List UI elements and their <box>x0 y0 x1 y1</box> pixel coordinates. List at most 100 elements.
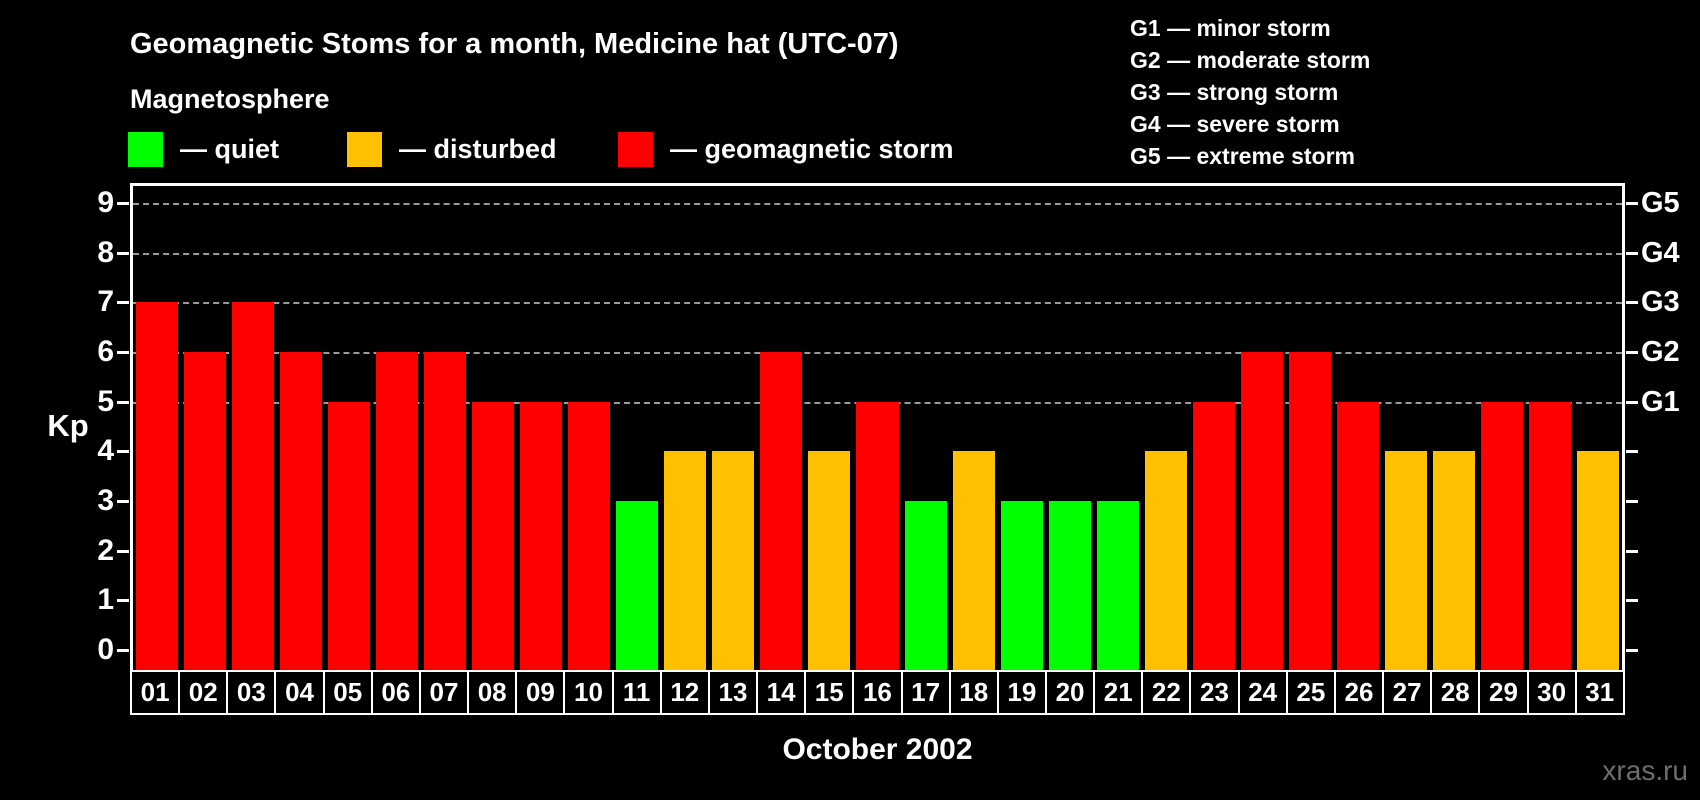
legend-item-storm: — geomagnetic storm <box>618 131 954 167</box>
bar-day-29 <box>1480 401 1523 670</box>
left-tick-kp-6 <box>117 350 129 354</box>
bar-day-07 <box>424 351 467 670</box>
bar-day-02 <box>184 351 227 670</box>
x-tick-cell-01: 01 <box>130 670 181 715</box>
bar-day-31 <box>1576 451 1619 670</box>
right-tick-kp-7 <box>1626 301 1638 305</box>
bar-day-15 <box>808 451 851 670</box>
x-tick-cell-20: 20 <box>1044 670 1096 715</box>
x-tick-cell-10: 10 <box>563 670 614 715</box>
bar-day-09 <box>520 401 563 670</box>
bar-day-21 <box>1096 501 1139 670</box>
left-tick-kp-0 <box>117 649 129 652</box>
bar-day-25 <box>1288 351 1331 670</box>
quiet-swatch-icon <box>128 131 163 167</box>
disturbed-swatch-icon <box>347 131 382 167</box>
gridline-kp-7 <box>133 302 1622 305</box>
bar-day-06 <box>376 351 419 670</box>
bar-day-14 <box>760 351 803 670</box>
left-tick-kp-4 <box>117 450 129 454</box>
x-tick-cell-12: 12 <box>659 670 710 715</box>
x-axis-day-cells: 01 02 03 04 05 06 07 08 09 10 11 12 13 14 15 16 17 18 19 20… <box>130 670 1625 715</box>
gridline-kp-9 <box>133 202 1622 205</box>
g-scale-legend-line: G5 — extreme storm <box>1130 143 1355 169</box>
x-tick-cell-27: 27 <box>1382 670 1433 715</box>
legend-item-label: — geomagnetic storm <box>670 133 954 164</box>
right-axis-label-g5: G5 <box>1641 186 1680 219</box>
left-tick-kp-3 <box>117 499 129 503</box>
right-tick-kp-0 <box>1626 649 1638 652</box>
x-tick-cell-21: 21 <box>1093 670 1144 715</box>
x-tick-cell-11: 11 <box>611 670 662 715</box>
right-tick-kp-3 <box>1626 499 1638 503</box>
y-tick-label-3: 3 <box>97 483 114 517</box>
left-tick-kp-2 <box>117 549 129 553</box>
x-tick-cell-05: 05 <box>322 670 373 715</box>
bar-day-08 <box>472 401 515 670</box>
right-axis-label-g1: G1 <box>1641 385 1680 418</box>
x-tick-cell-03: 03 <box>226 670 277 715</box>
left-tick-kp-5 <box>117 400 129 404</box>
right-tick-kp-8 <box>1626 251 1638 255</box>
gridline-kp-8 <box>133 252 1622 255</box>
bar-day-20 <box>1048 501 1091 670</box>
bar-day-17 <box>904 501 947 670</box>
watermark: xras.ru <box>1602 755 1688 786</box>
magnetosphere-legend-heading: Magnetosphere <box>130 84 330 114</box>
right-axis-label-g3: G3 <box>1641 286 1680 319</box>
right-tick-kp-6 <box>1626 350 1638 354</box>
g-scale-legend-line: G2 — moderate storm <box>1130 47 1371 73</box>
bar-day-18 <box>952 451 995 670</box>
x-tick-cell-28: 28 <box>1430 670 1481 715</box>
bar-day-22 <box>1144 451 1187 670</box>
bar-day-28 <box>1432 451 1475 670</box>
y-tick-label-1: 1 <box>97 583 114 617</box>
bar-day-16 <box>856 401 899 670</box>
bar-day-19 <box>1000 501 1043 670</box>
x-tick-cell-15: 15 <box>804 670 855 715</box>
legend-item-label: — quiet <box>180 133 279 164</box>
right-axis-label-g2: G2 <box>1641 335 1680 368</box>
legend-item-disturbed: — disturbed <box>347 131 557 167</box>
bar-day-10 <box>568 401 611 670</box>
y-axis-label: Kp <box>47 408 89 443</box>
x-tick-cell-29: 29 <box>1478 670 1529 715</box>
x-tick-cell-02: 02 <box>178 670 229 715</box>
right-tick-kp-2 <box>1626 549 1638 553</box>
x-tick-cell-06: 06 <box>370 670 421 715</box>
x-axis-label: October 2002 <box>782 733 973 766</box>
g-scale-legend: G1 — minor storm G2 — moderate storm G3 — … <box>1130 12 1370 172</box>
right-tick-kp-4 <box>1626 450 1638 454</box>
x-tick-cell-26: 26 <box>1333 670 1385 715</box>
bar-day-12 <box>664 451 707 670</box>
x-tick-cell-04: 04 <box>274 670 325 715</box>
x-tick-cell-22: 22 <box>1141 670 1192 715</box>
x-tick-cell-13: 13 <box>707 670 759 715</box>
bar-day-30 <box>1528 401 1571 670</box>
y-tick-label-4: 4 <box>97 434 114 468</box>
gridline-kp-6 <box>133 351 1622 354</box>
x-tick-cell-14: 14 <box>756 670 807 715</box>
right-tick-kp-1 <box>1626 599 1638 603</box>
chart-title: Geomagnetic Stoms for a month, Medicine … <box>130 28 899 60</box>
right-tick-kp-5 <box>1626 400 1638 404</box>
g-scale-legend-line: G1 — minor storm <box>1130 15 1331 41</box>
bar-day-27 <box>1384 451 1427 670</box>
g-scale-legend-line: G3 — strong storm <box>1130 79 1339 105</box>
y-tick-label-0: 0 <box>97 633 114 666</box>
bar-day-13 <box>712 451 755 670</box>
x-tick-cell-30: 30 <box>1526 670 1577 715</box>
bar-day-04 <box>280 351 323 670</box>
y-tick-label-6: 6 <box>97 334 114 368</box>
x-tick-cell-23: 23 <box>1189 670 1240 715</box>
legend-item-quiet: — quiet <box>128 131 279 167</box>
left-tick-kp-9 <box>117 201 129 205</box>
g-scale-legend-line: G4 — severe storm <box>1130 111 1340 137</box>
plot-area <box>130 183 1625 670</box>
left-tick-kp-8 <box>117 251 129 255</box>
bar-day-26 <box>1336 401 1379 670</box>
left-tick-kp-7 <box>117 301 129 305</box>
x-tick-cell-07: 07 <box>418 670 470 715</box>
right-axis-label-g4: G4 <box>1641 236 1680 269</box>
